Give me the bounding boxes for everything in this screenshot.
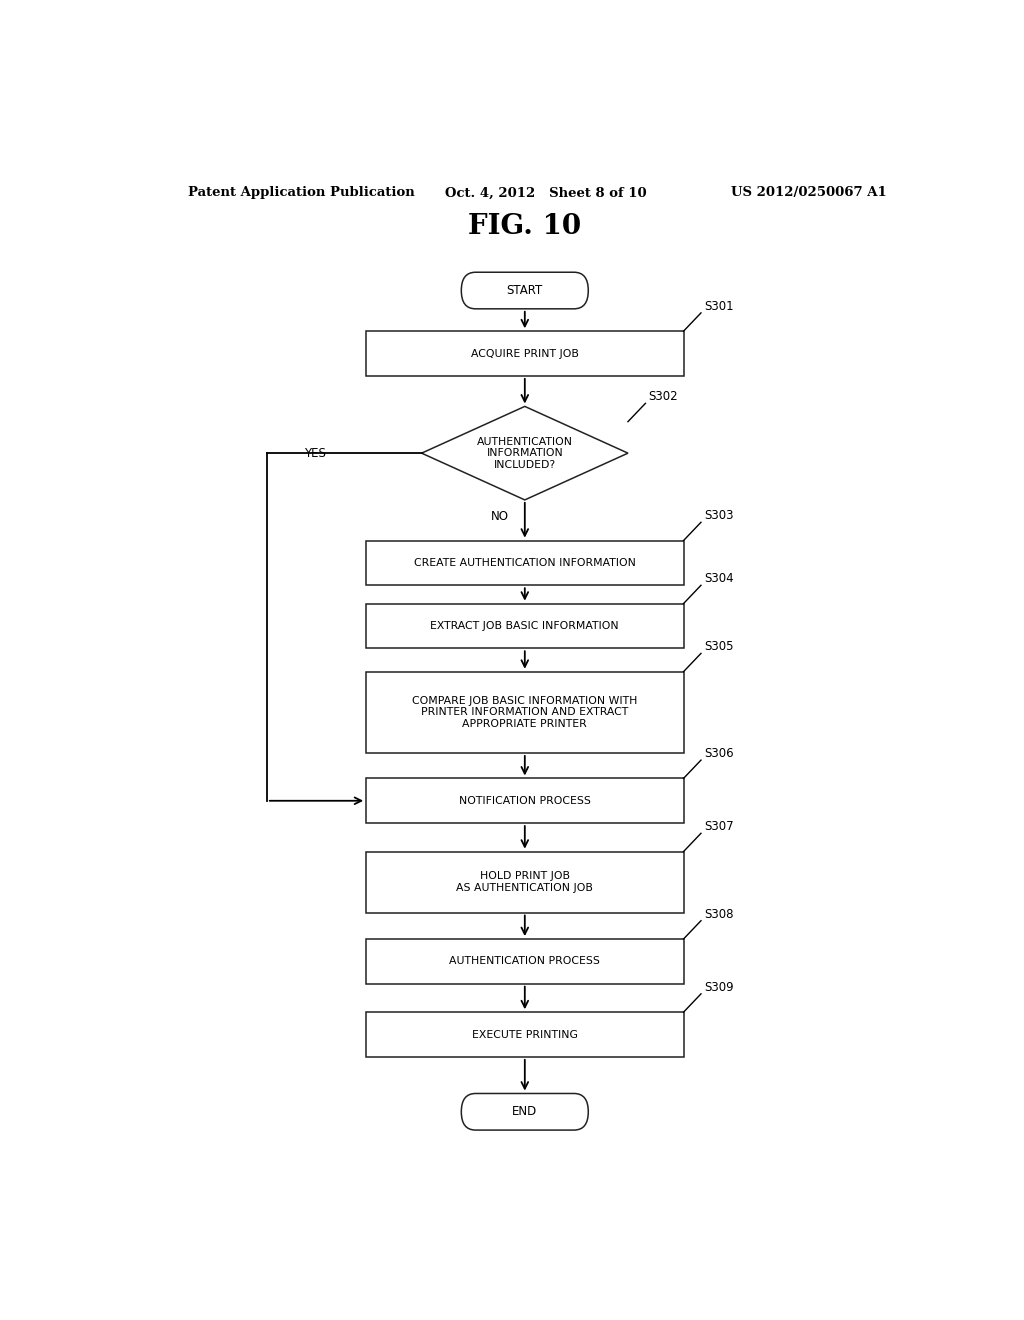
Polygon shape [422, 407, 628, 500]
FancyBboxPatch shape [367, 331, 684, 376]
Text: NOTIFICATION PROCESS: NOTIFICATION PROCESS [459, 796, 591, 805]
Text: EXECUTE PRINTING: EXECUTE PRINTING [472, 1030, 578, 1040]
Text: YES: YES [303, 446, 326, 459]
Text: S305: S305 [705, 640, 733, 653]
Text: AUTHENTICATION PROCESS: AUTHENTICATION PROCESS [450, 957, 600, 966]
FancyBboxPatch shape [367, 779, 684, 824]
Text: FIG. 10: FIG. 10 [468, 213, 582, 240]
Text: S304: S304 [705, 573, 734, 585]
FancyBboxPatch shape [367, 541, 684, 585]
Text: Oct. 4, 2012   Sheet 8 of 10: Oct. 4, 2012 Sheet 8 of 10 [445, 186, 647, 199]
Text: US 2012/0250067 A1: US 2012/0250067 A1 [731, 186, 887, 199]
Text: S301: S301 [705, 300, 734, 313]
FancyBboxPatch shape [367, 603, 684, 648]
Text: S306: S306 [705, 747, 734, 760]
Text: HOLD PRINT JOB
AS AUTHENTICATION JOB: HOLD PRINT JOB AS AUTHENTICATION JOB [457, 871, 593, 892]
Text: S308: S308 [705, 908, 733, 921]
Text: NO: NO [490, 510, 508, 523]
Text: CREATE AUTHENTICATION INFORMATION: CREATE AUTHENTICATION INFORMATION [414, 558, 636, 568]
Text: COMPARE JOB BASIC INFORMATION WITH
PRINTER INFORMATION AND EXTRACT
APPROPRIATE P: COMPARE JOB BASIC INFORMATION WITH PRINT… [412, 696, 638, 729]
FancyBboxPatch shape [367, 672, 684, 752]
Text: S309: S309 [705, 981, 734, 994]
FancyBboxPatch shape [461, 272, 588, 309]
Text: EXTRACT JOB BASIC INFORMATION: EXTRACT JOB BASIC INFORMATION [430, 620, 620, 631]
FancyBboxPatch shape [367, 851, 684, 912]
FancyBboxPatch shape [461, 1093, 588, 1130]
Text: S302: S302 [648, 391, 678, 404]
Text: Patent Application Publication: Patent Application Publication [187, 186, 415, 199]
Text: S303: S303 [705, 510, 733, 523]
Text: ACQUIRE PRINT JOB: ACQUIRE PRINT JOB [471, 348, 579, 359]
Text: START: START [507, 284, 543, 297]
Text: END: END [512, 1105, 538, 1118]
Text: AUTHENTICATION
INFORMATION
INCLUDED?: AUTHENTICATION INFORMATION INCLUDED? [477, 437, 572, 470]
FancyBboxPatch shape [367, 1012, 684, 1057]
FancyBboxPatch shape [367, 939, 684, 983]
Text: S307: S307 [705, 820, 734, 833]
